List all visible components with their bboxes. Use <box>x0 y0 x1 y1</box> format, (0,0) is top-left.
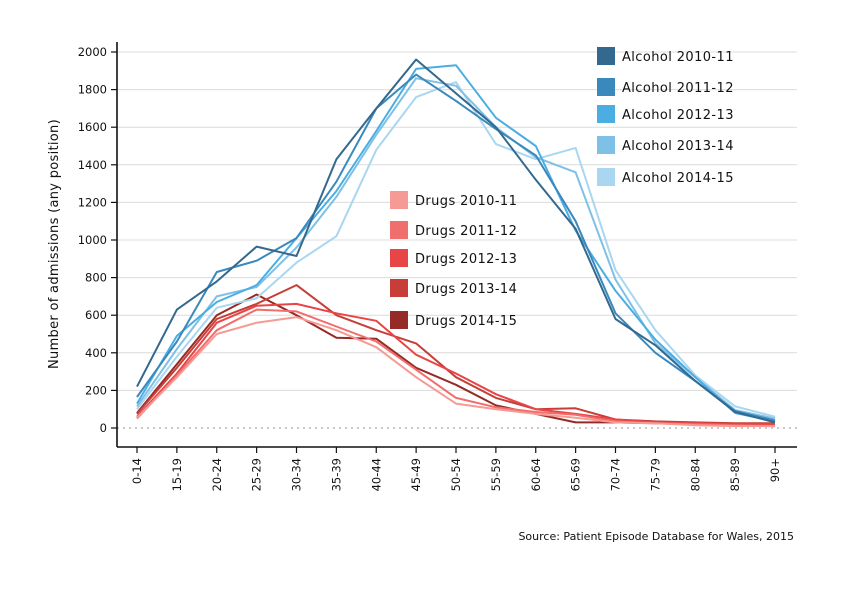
legend-swatch <box>597 168 615 186</box>
gridlines <box>117 51 797 391</box>
x-tick-label: 0-14 <box>130 458 144 484</box>
legend-label: Alcohol 2012-13 <box>622 108 734 123</box>
legend-swatch <box>390 311 408 329</box>
y-tick-label: 600 <box>85 308 107 322</box>
legend-label: Alcohol 2013-14 <box>622 139 734 154</box>
legend-swatch <box>390 249 408 267</box>
y-tick-label: 1400 <box>78 158 107 172</box>
legend-swatch <box>597 78 615 96</box>
legend-label: Drugs 2011-12 <box>415 224 517 239</box>
x-tick-label: 40-44 <box>369 458 383 491</box>
legend-label: Drugs 2013-14 <box>415 282 517 297</box>
y-axis-title: Number of admissions (any position) <box>47 119 62 369</box>
x-tick-label: 15-19 <box>170 458 184 491</box>
x-tick-label: 70-74 <box>609 458 623 491</box>
x-tick-label: 30-34 <box>290 458 304 491</box>
legend-label: Alcohol 2011-12 <box>622 81 734 96</box>
x-tick-labels: 0-14 15-19 20-24 25-29 30-34 35-39 40-44 45-49 5… <box>130 447 782 491</box>
legend-swatch <box>390 191 408 209</box>
series-lines <box>136 58 776 428</box>
series-line-alcohol-2010-11 <box>136 58 776 424</box>
source-note: Source: Patient Episode Database for Wal… <box>518 530 794 543</box>
legend-label: Alcohol 2010-11 <box>622 50 734 65</box>
legend-swatch <box>597 136 615 154</box>
legend-label: Drugs 2012-13 <box>415 252 517 267</box>
y-tick-label: 1800 <box>78 83 107 97</box>
x-tick-label: 35-39 <box>329 458 343 491</box>
series-line-alcohol-2012-13 <box>136 64 776 423</box>
series-line-alcohol-2011-12 <box>136 73 776 422</box>
x-tick-label: 55-59 <box>489 458 503 491</box>
y-tick-label: 1000 <box>78 233 107 247</box>
x-tick-label: 65-69 <box>569 458 583 491</box>
legend-label: Drugs 2010-11 <box>415 194 517 209</box>
y-tick-label: 0 <box>100 421 107 435</box>
y-tick-label: 1600 <box>78 120 107 134</box>
legend-swatch <box>597 47 615 65</box>
x-tick-label: 50-54 <box>449 458 463 491</box>
series-line-drugs-2010-11 <box>136 316 775 428</box>
legend-swatch <box>390 221 408 239</box>
x-tick-label: 75-79 <box>648 458 662 491</box>
y-tick-label: 1200 <box>78 195 107 209</box>
x-tick-label: 20-24 <box>210 458 224 491</box>
x-tick-label: 90+ <box>768 458 782 482</box>
y-tick-label: 800 <box>85 271 107 285</box>
x-tick-label: 45-49 <box>409 458 423 491</box>
axes <box>116 42 797 448</box>
x-tick-label: 60-64 <box>529 458 543 491</box>
legend-swatch <box>597 105 615 123</box>
legend-swatch <box>390 279 408 297</box>
y-tick-label: 2000 <box>78 45 107 59</box>
legend-label: Alcohol 2014-15 <box>622 171 734 186</box>
x-tick-label: 80-84 <box>688 458 702 491</box>
x-tick-label: 25-29 <box>250 458 264 491</box>
series-line-alcohol-2014-15 <box>136 81 776 418</box>
legend: Alcohol 2010-11 Alcohol 2011-12 Alcohol 20… <box>390 47 734 329</box>
legend-label: Drugs 2014-15 <box>415 314 517 329</box>
y-tick-labels: 0 200 400 600 800 1000 1200 1400 1600 1800 2000 <box>78 45 117 435</box>
y-tick-label: 200 <box>85 383 107 397</box>
x-tick-label: 85-89 <box>728 458 742 491</box>
y-tick-label: 400 <box>85 346 107 360</box>
